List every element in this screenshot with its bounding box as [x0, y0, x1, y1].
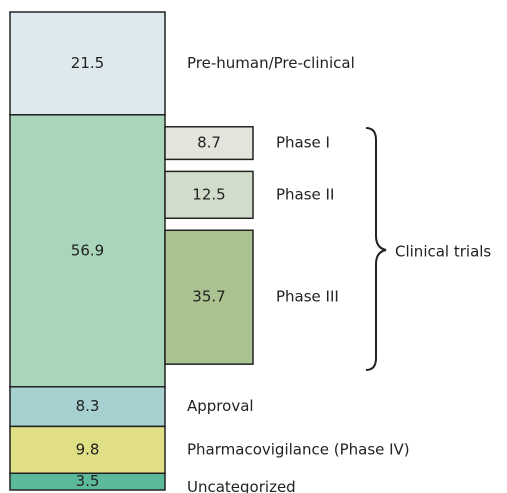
segment-label: Pre-human/Pre-clinical [187, 54, 355, 72]
sub-segment-label: Phase II [276, 185, 334, 203]
brace [365, 127, 387, 371]
sub-segment-label: Phase III [276, 288, 339, 306]
sub-segment-value: 12.5 [192, 185, 225, 203]
sub-segment [164, 229, 254, 365]
segment-value: 3.5 [76, 472, 100, 490]
segment-label: Uncategorized [187, 478, 296, 493]
segment-value: 9.8 [76, 440, 100, 458]
segment-value: 56.9 [71, 241, 104, 259]
segment [9, 114, 166, 388]
segment [9, 425, 166, 475]
sub-segment-value: 35.7 [192, 288, 225, 306]
sub-segment [164, 170, 254, 220]
group-label: Clinical trials [395, 243, 491, 261]
segment-value: 8.3 [76, 397, 100, 415]
segment-label: Approval [187, 397, 254, 415]
sub-segment-label: Phase I [276, 134, 330, 152]
segment-label: Pharmacovigilance (Phase IV) [187, 440, 410, 458]
sub-segment-value: 8.7 [197, 134, 221, 152]
segment-value: 21.5 [71, 54, 104, 72]
segment [9, 11, 166, 116]
segment [9, 472, 166, 491]
sub-segment [164, 126, 254, 161]
